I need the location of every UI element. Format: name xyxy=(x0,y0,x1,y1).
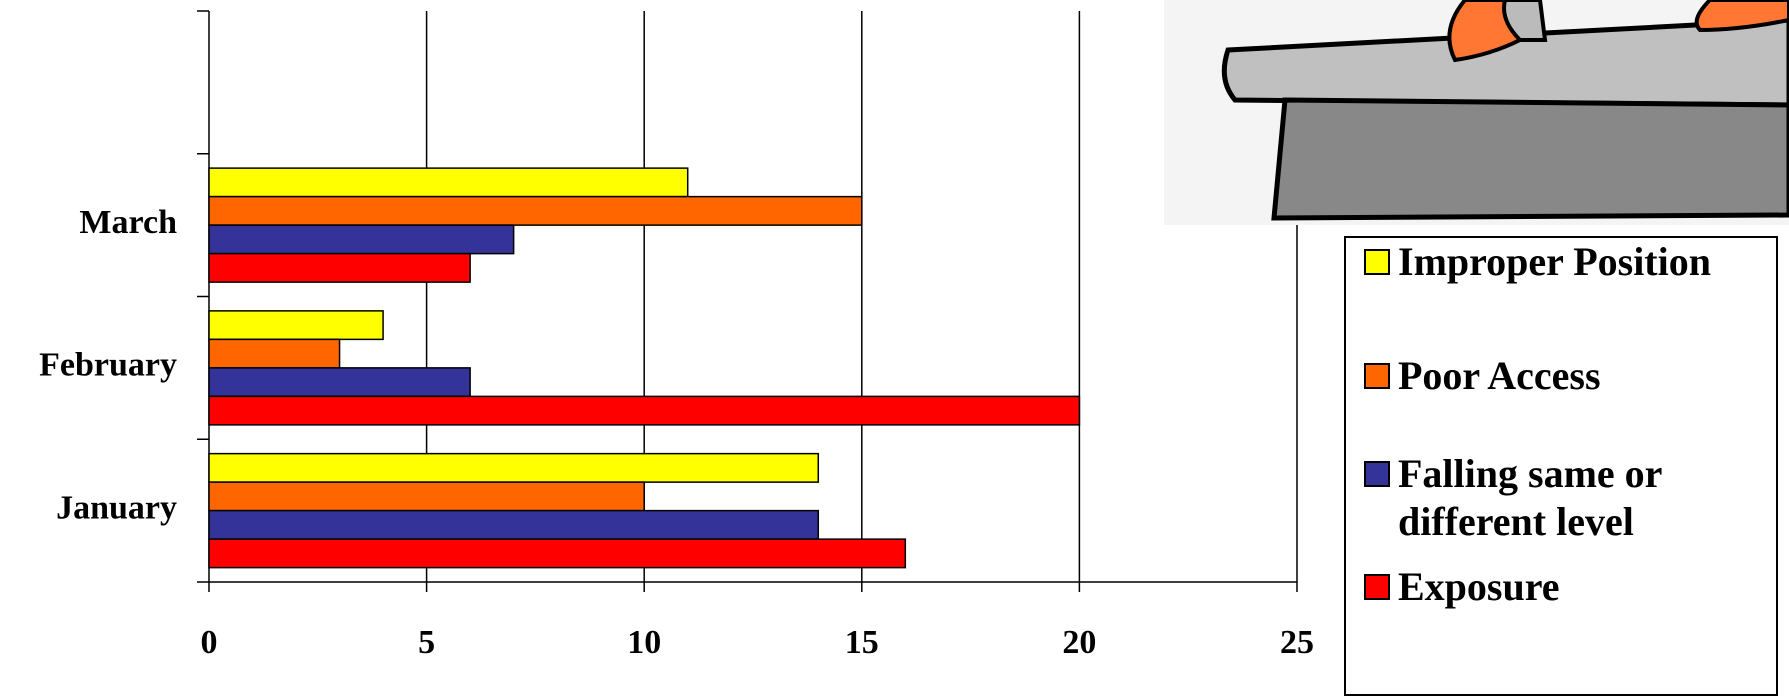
bar xyxy=(208,509,820,540)
x-tick-label: 5 xyxy=(418,624,435,661)
y-tick-label: January xyxy=(56,489,177,526)
legend-swatch xyxy=(1364,574,1390,600)
bar xyxy=(208,481,645,512)
legend-label: Falling same or different level xyxy=(1398,451,1662,544)
legend-swatch xyxy=(1364,363,1390,389)
legend-item: Exposure xyxy=(1364,563,1774,611)
x-tick-label: 10 xyxy=(627,624,661,661)
bar xyxy=(208,395,1081,426)
desk-front xyxy=(1271,97,1789,221)
cartoon xyxy=(1164,0,1789,225)
x-tick-label: 15 xyxy=(845,624,879,661)
legend-label: Poor Access xyxy=(1398,353,1601,398)
bar xyxy=(208,310,384,341)
bar xyxy=(208,167,689,198)
x-tick-label: 25 xyxy=(1280,624,1314,661)
y-tick-label: February xyxy=(39,347,177,384)
legend-item: Poor Access xyxy=(1364,352,1774,400)
y-tick-label: March xyxy=(79,204,177,241)
legend-item: Falling same or different level xyxy=(1364,450,1774,546)
bar xyxy=(208,367,471,398)
bar xyxy=(208,252,471,283)
legend-label: Exposure xyxy=(1398,564,1560,609)
bar xyxy=(208,224,515,255)
x-tick-label: 0 xyxy=(201,624,218,661)
bar xyxy=(208,195,863,226)
legend-item: Improper Position xyxy=(1364,238,1774,286)
bar xyxy=(208,452,820,483)
legend-label: Improper Position xyxy=(1398,239,1711,284)
legend: Improper Position Poor Access Falling same… xyxy=(1344,236,1778,696)
legend-swatch xyxy=(1364,249,1390,275)
legend-swatch xyxy=(1364,461,1390,487)
x-tick-label: 20 xyxy=(1062,624,1096,661)
hand-left xyxy=(1447,0,1524,63)
bar xyxy=(208,338,341,369)
hand-right xyxy=(1694,0,1789,33)
bar xyxy=(208,538,907,569)
